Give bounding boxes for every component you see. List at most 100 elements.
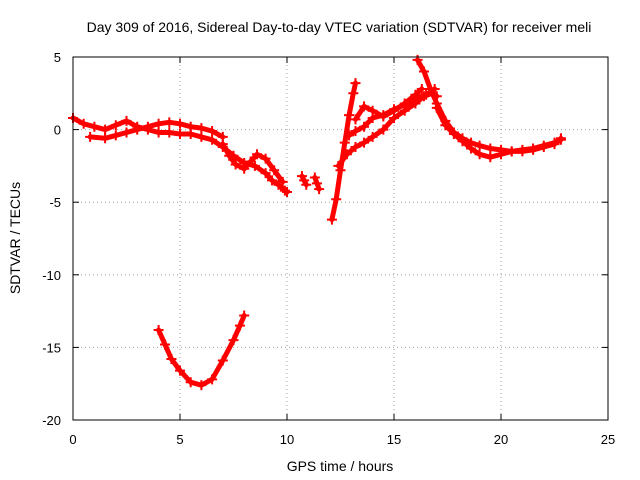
data-point-marker: [228, 335, 239, 346]
series-track-c: [156, 313, 247, 388]
data-point-marker: [121, 115, 132, 126]
data-point-marker: [496, 149, 506, 160]
axis-ticks: 0 5 10 15 20 25 5 0 -5 -10 -15 -20: [42, 50, 615, 447]
data-point-marker: [457, 136, 468, 147]
data-point-marker: [485, 152, 496, 163]
data-point-marker: [260, 153, 271, 164]
data-point-marker: [185, 377, 196, 388]
data-point-marker: [314, 184, 325, 195]
data-point-marker: [331, 194, 342, 205]
data-point-marker: [230, 159, 241, 170]
data-point-marker: [110, 130, 121, 141]
data-point-marker: [367, 131, 378, 142]
series-track-k: [415, 57, 564, 154]
data-point-marker: [344, 130, 355, 141]
data-point-marker: [350, 126, 361, 137]
data-point-marker: [389, 105, 399, 116]
data-point-marker: [175, 128, 185, 139]
data-point-marker: [78, 118, 89, 129]
y-axis-label: SDTVAR / TECUs: [7, 182, 23, 294]
data-point-marker: [339, 137, 350, 148]
data-point-marker: [121, 127, 132, 138]
data-point-marker: [359, 101, 370, 112]
data-point-marker: [279, 185, 290, 196]
data-point-marker: [378, 124, 389, 135]
data-point-marker: [466, 143, 477, 154]
data-point-marker: [132, 124, 143, 135]
data-point-marker: [175, 365, 185, 376]
data-point-marker: [100, 133, 111, 144]
data-point-marker: [416, 83, 427, 94]
data-point-marker: [367, 105, 378, 116]
data-point-marker: [252, 149, 263, 160]
data-point-marker: [245, 156, 256, 167]
data-point-marker: [239, 163, 250, 174]
data-point-marker: [89, 121, 100, 132]
data-point-marker: [474, 149, 485, 160]
data-point-marker: [299, 175, 310, 186]
data-point-marker: [166, 354, 177, 365]
data-point-marker: [378, 111, 389, 122]
data-point-marker: [517, 144, 528, 155]
x-tick-label: 15: [387, 432, 401, 447]
data-point-marker: [555, 134, 566, 145]
data-point-marker: [425, 83, 436, 94]
data-point-marker: [399, 98, 410, 109]
data-point-marker: [538, 140, 549, 151]
data-point-marker: [359, 137, 370, 148]
data-point-marker: [164, 117, 175, 128]
data-point-marker: [309, 172, 320, 183]
data-point-marker: [350, 142, 361, 153]
data-point-marker: [100, 124, 111, 135]
data-point-marker: [311, 178, 322, 189]
data-point-marker: [224, 150, 235, 161]
plot-frame: [72, 56, 609, 421]
data-series: [68, 54, 566, 391]
data-point-marker: [549, 137, 560, 148]
data-point-marker: [239, 310, 250, 321]
data-point-marker: [485, 143, 496, 154]
data-point-marker: [418, 66, 429, 77]
data-point-marker: [267, 175, 278, 186]
data-point-marker: [282, 187, 292, 198]
data-point-marker: [175, 118, 185, 129]
data-point-marker: [301, 179, 312, 190]
data-point-marker: [142, 121, 153, 132]
y-tick-label: -15: [42, 340, 61, 355]
grid: [73, 57, 608, 420]
data-point-marker: [421, 89, 432, 100]
data-point-marker: [260, 168, 271, 179]
data-point-marker: [164, 127, 175, 138]
data-point-marker: [153, 118, 164, 129]
data-point-marker: [359, 121, 370, 132]
data-point-marker: [234, 320, 245, 331]
data-point-marker: [277, 176, 288, 187]
y-tick-label: -10: [42, 268, 61, 283]
data-point-marker: [333, 160, 344, 171]
x-tick-label: 0: [69, 432, 76, 447]
data-point-marker: [153, 127, 164, 138]
data-point-marker: [341, 149, 352, 160]
data-point-marker: [85, 131, 96, 142]
y-tick-label: 5: [54, 50, 61, 65]
data-point-marker: [410, 89, 421, 100]
data-point-marker: [344, 110, 355, 121]
x-tick-label: 20: [494, 432, 508, 447]
data-point-marker: [110, 120, 121, 131]
data-point-marker: [217, 139, 228, 150]
data-point-marker: [185, 121, 196, 132]
data-point-marker: [153, 324, 164, 335]
data-point-marker: [326, 214, 337, 225]
data-point-marker: [474, 140, 485, 151]
data-point-marker: [350, 78, 361, 89]
data-point-marker: [207, 126, 218, 137]
x-tick-label: 25: [601, 432, 615, 447]
y-tick-label: -5: [49, 195, 61, 210]
data-point-marker: [506, 146, 517, 157]
data-point-marker: [296, 171, 307, 182]
chart-title: Day 309 of 2016, Sidereal Day-to-day VTE…: [87, 19, 592, 35]
data-point-marker: [528, 143, 539, 154]
data-point-marker: [217, 355, 228, 366]
data-point-marker: [160, 339, 171, 350]
data-point-marker: [196, 123, 207, 134]
